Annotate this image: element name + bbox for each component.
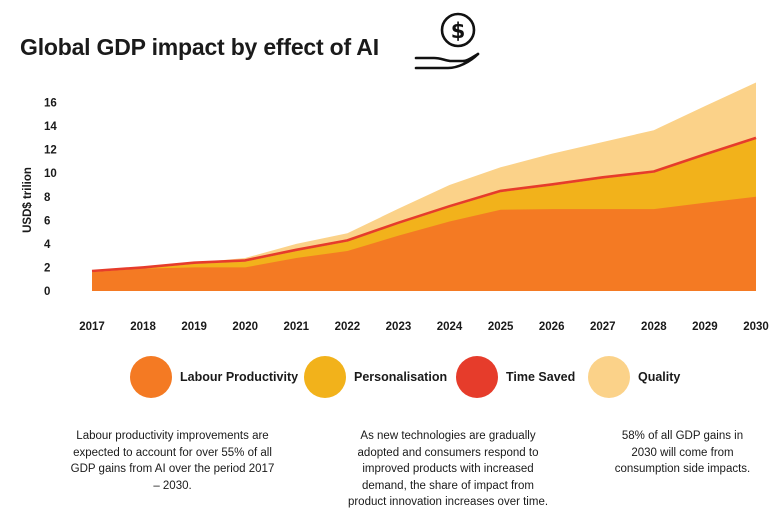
x-tick-label: 2020 xyxy=(232,321,258,333)
area-chart: 0 2 4 6 8 10 12 14 16 2017 2018 2019 2020 2021 2022 202… xyxy=(22,82,769,333)
y-tick-label: 0 xyxy=(44,286,50,298)
x-tick-label: 2027 xyxy=(590,321,616,333)
x-tick-label: 2022 xyxy=(335,321,361,333)
x-tick-label: 2017 xyxy=(79,321,105,333)
y-axis-label: USD$ trilion xyxy=(22,167,34,233)
legend-label: Time Saved xyxy=(506,370,576,384)
y-tick-label: 2 xyxy=(44,262,50,274)
legend-swatch xyxy=(304,356,346,398)
note-labour-productivity: Labour productivity improvements are exp… xyxy=(70,430,275,492)
x-tick-label: 2018 xyxy=(130,321,156,333)
y-tick-label: 14 xyxy=(44,121,57,133)
x-tick-label: 2019 xyxy=(181,321,207,333)
y-tick-label: 12 xyxy=(44,145,57,157)
x-tick-label: 2024 xyxy=(437,321,463,333)
x-tick-label: 2026 xyxy=(539,321,565,333)
legend-label: Personalisation xyxy=(354,370,448,384)
x-tick-label: 2023 xyxy=(386,321,412,333)
note-consumption-impacts: 58% of all GDP gains in 2030 will come f… xyxy=(614,430,751,475)
legend-label: Labour Productivity xyxy=(180,370,299,384)
hand-holding-dollar-icon: $ xyxy=(414,12,480,70)
page-title: Global GDP impact by effect of AI xyxy=(20,34,379,60)
area-labour-productivity xyxy=(92,196,756,291)
legend-label: Quality xyxy=(638,370,681,384)
legend-swatch xyxy=(130,356,172,398)
y-tick-label: 6 xyxy=(44,215,50,227)
note-product-innovation: As new technologies are gradually adopte… xyxy=(347,430,549,508)
x-tick-label: 2030 xyxy=(743,321,769,333)
y-tick-label: 10 xyxy=(44,168,57,180)
line-time-saved xyxy=(91,136,757,273)
legend-swatch xyxy=(456,356,498,398)
x-tick-label: 2021 xyxy=(284,321,310,333)
x-tick-label: 2028 xyxy=(641,321,667,333)
svg-text:$: $ xyxy=(451,19,466,43)
y-tick-label: 8 xyxy=(44,192,51,204)
y-tick-label: 4 xyxy=(44,239,51,251)
x-tick-label: 2025 xyxy=(488,321,514,333)
y-tick-label: 16 xyxy=(44,98,57,110)
legend-swatch xyxy=(588,356,630,398)
x-tick-label: 2029 xyxy=(692,321,718,333)
